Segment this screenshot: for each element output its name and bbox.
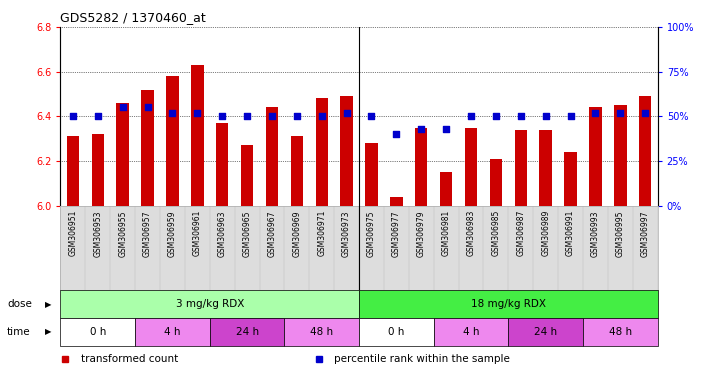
Point	[141, 104, 154, 111]
Text: transformed count: transformed count	[80, 354, 178, 364]
Text: GSM306987: GSM306987	[516, 210, 525, 257]
Bar	[92, 134, 104, 206]
Bar	[440, 172, 452, 206]
Text: 24 h: 24 h	[235, 327, 259, 337]
Text: 48 h: 48 h	[310, 327, 333, 337]
Bar	[241, 146, 253, 206]
Text: GSM306961: GSM306961	[193, 210, 202, 257]
Text: percentile rank within the sample: percentile rank within the sample	[334, 354, 510, 364]
Text: GSM306985: GSM306985	[491, 210, 501, 257]
Point	[266, 113, 277, 119]
Point	[440, 126, 452, 132]
Text: GSM306959: GSM306959	[168, 210, 177, 257]
Text: dose: dose	[7, 299, 32, 309]
Point	[117, 104, 128, 111]
Text: 18 mg/kg RDX: 18 mg/kg RDX	[471, 299, 546, 309]
Text: GSM306953: GSM306953	[93, 210, 102, 257]
Text: GSM306955: GSM306955	[118, 210, 127, 257]
Point	[465, 113, 476, 119]
Bar	[365, 143, 378, 206]
Point	[515, 113, 526, 119]
Point	[241, 113, 253, 119]
Text: GSM306967: GSM306967	[267, 210, 277, 257]
Point	[166, 110, 178, 116]
Text: GSM306971: GSM306971	[317, 210, 326, 257]
Point	[341, 110, 352, 116]
Text: GSM306963: GSM306963	[218, 210, 227, 257]
Bar	[434, 318, 508, 346]
Text: GSM306965: GSM306965	[242, 210, 252, 257]
Bar	[508, 318, 583, 346]
Bar	[415, 127, 427, 206]
Bar	[316, 98, 328, 206]
Text: GSM306979: GSM306979	[417, 210, 426, 257]
Point	[67, 113, 78, 119]
Text: GSM306957: GSM306957	[143, 210, 152, 257]
Text: 4 h: 4 h	[164, 327, 181, 337]
Bar	[135, 318, 210, 346]
Text: time: time	[7, 327, 31, 337]
Point	[391, 131, 402, 137]
Text: GSM306951: GSM306951	[68, 210, 77, 257]
Bar	[614, 105, 626, 206]
Bar	[67, 136, 79, 206]
Bar	[465, 127, 477, 206]
Bar	[266, 108, 278, 206]
Text: ▶: ▶	[45, 300, 51, 309]
Bar	[166, 76, 178, 206]
Point	[92, 113, 104, 119]
Bar	[191, 65, 203, 206]
Text: 4 h: 4 h	[463, 327, 479, 337]
Text: 24 h: 24 h	[534, 327, 557, 337]
Bar	[565, 152, 577, 206]
Point	[589, 110, 601, 116]
Point	[540, 113, 551, 119]
Point	[565, 113, 576, 119]
Text: 0 h: 0 h	[388, 327, 405, 337]
Bar	[359, 290, 658, 318]
Bar	[341, 96, 353, 206]
Text: GSM306983: GSM306983	[466, 210, 476, 257]
Text: GDS5282 / 1370460_at: GDS5282 / 1370460_at	[60, 11, 206, 24]
Text: GSM306973: GSM306973	[342, 210, 351, 257]
Point	[639, 110, 651, 116]
Bar	[390, 197, 402, 206]
Bar	[540, 130, 552, 206]
Text: GSM306989: GSM306989	[541, 210, 550, 257]
Text: ▶: ▶	[45, 327, 51, 336]
Text: 3 mg/kg RDX: 3 mg/kg RDX	[176, 299, 244, 309]
Bar	[583, 318, 658, 346]
Bar	[490, 159, 502, 206]
Text: GSM306995: GSM306995	[616, 210, 625, 257]
Point	[415, 126, 427, 132]
Bar	[117, 103, 129, 206]
Text: GSM306975: GSM306975	[367, 210, 376, 257]
Point	[216, 113, 228, 119]
Text: GSM306993: GSM306993	[591, 210, 600, 257]
Text: 48 h: 48 h	[609, 327, 632, 337]
Point	[316, 113, 327, 119]
Bar	[291, 136, 303, 206]
Text: 0 h: 0 h	[90, 327, 106, 337]
Text: GSM306997: GSM306997	[641, 210, 650, 257]
Bar	[359, 318, 434, 346]
Bar	[60, 318, 135, 346]
Point	[292, 113, 303, 119]
Text: GSM306981: GSM306981	[442, 210, 451, 256]
Point	[490, 113, 501, 119]
Bar	[639, 96, 651, 206]
Text: GSM306977: GSM306977	[392, 210, 401, 257]
Text: GSM306969: GSM306969	[292, 210, 301, 257]
Text: GSM306991: GSM306991	[566, 210, 575, 257]
Point	[191, 110, 203, 116]
Bar	[210, 318, 284, 346]
Bar	[515, 130, 527, 206]
Bar	[60, 290, 359, 318]
Bar	[589, 108, 602, 206]
Bar	[141, 89, 154, 206]
Bar	[284, 318, 359, 346]
Bar	[216, 123, 228, 206]
Point	[614, 110, 626, 116]
Point	[365, 113, 377, 119]
